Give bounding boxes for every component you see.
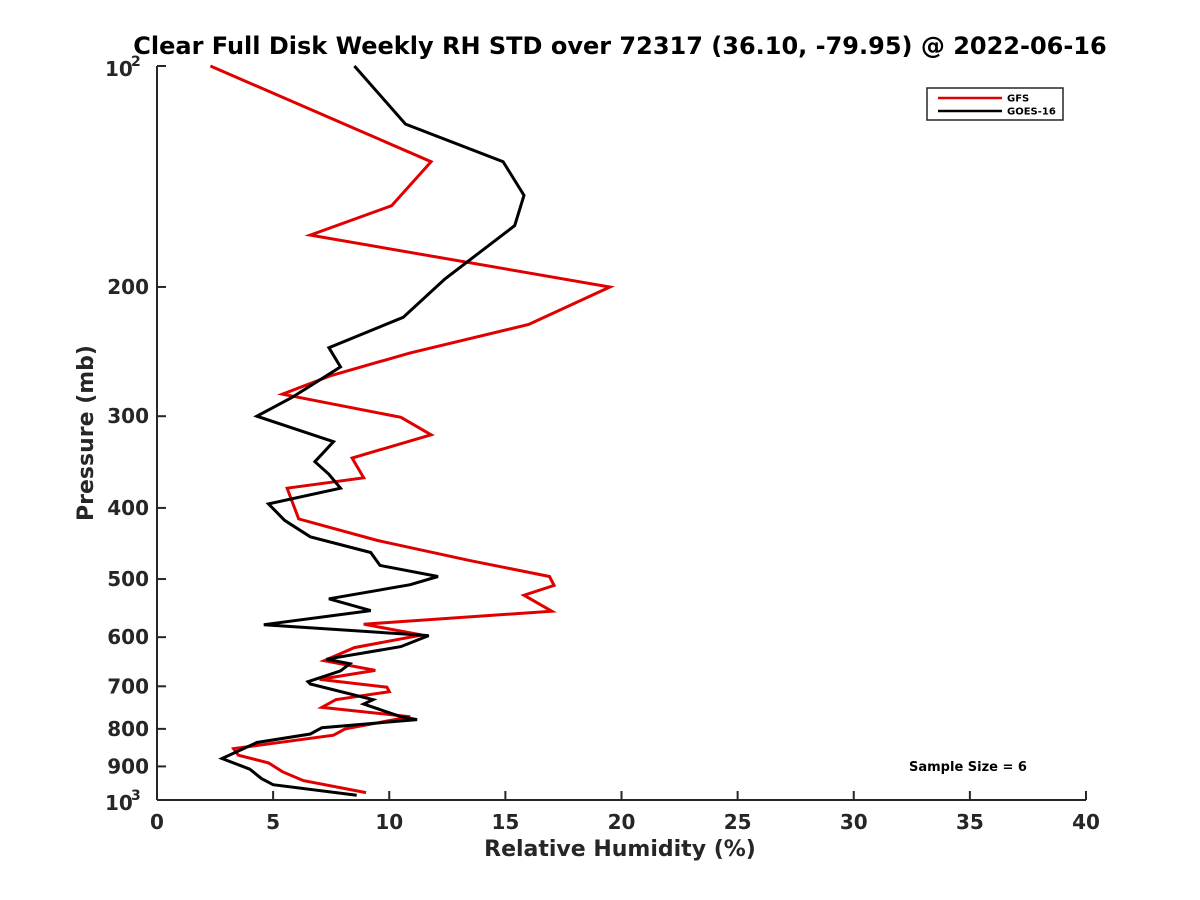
series-line-gfs bbox=[209, 64, 615, 795]
y-tick-label: 900 bbox=[107, 754, 149, 778]
legend-label-gfs: GFS bbox=[1007, 94, 1029, 105]
series-line-goes-16 bbox=[218, 65, 526, 797]
y-tick-label: 300 bbox=[107, 404, 149, 428]
chart-title: Clear Full Disk Weekly RH STD over 72317… bbox=[133, 32, 1106, 60]
y-tick-label: 600 bbox=[107, 625, 149, 649]
plot-area: 0 5 10 15 20 25 30 35 40102200300400500600700800… bbox=[105, 54, 1100, 834]
x-tick-label: 40 bbox=[1072, 810, 1100, 834]
y-tick-label: 700 bbox=[107, 674, 149, 698]
y-tick-label: 200 bbox=[107, 275, 149, 299]
x-tick-label: 25 bbox=[724, 810, 752, 834]
y-tick-label: 10 bbox=[105, 57, 133, 81]
legend-box bbox=[926, 87, 1064, 121]
y-tick-label: 500 bbox=[107, 567, 149, 591]
y-tick-exponent: 2 bbox=[131, 54, 141, 70]
y-tick-label: 400 bbox=[107, 496, 149, 520]
legend: GFS GOES-16 bbox=[926, 87, 1064, 121]
y-tick-exponent: 3 bbox=[131, 788, 141, 804]
y-tick-label: 800 bbox=[107, 717, 149, 741]
sample-size-annotation: Sample Size = 6 bbox=[909, 760, 1027, 775]
y-tick-label: 10 bbox=[105, 791, 133, 815]
x-tick-label: 30 bbox=[840, 810, 868, 834]
y-axis-label: Pressure (mb) bbox=[74, 345, 99, 521]
x-tick-label: 5 bbox=[266, 810, 280, 834]
x-tick-label: 20 bbox=[608, 810, 636, 834]
x-tick-label: 35 bbox=[956, 810, 984, 834]
x-tick-label: 15 bbox=[491, 810, 519, 834]
x-tick-label: 10 bbox=[375, 810, 403, 834]
x-axis-label: Relative Humidity (%) bbox=[484, 837, 756, 862]
legend-label-goes-16: GOES-16 bbox=[1007, 107, 1056, 118]
x-tick-label: 0 bbox=[150, 810, 164, 834]
